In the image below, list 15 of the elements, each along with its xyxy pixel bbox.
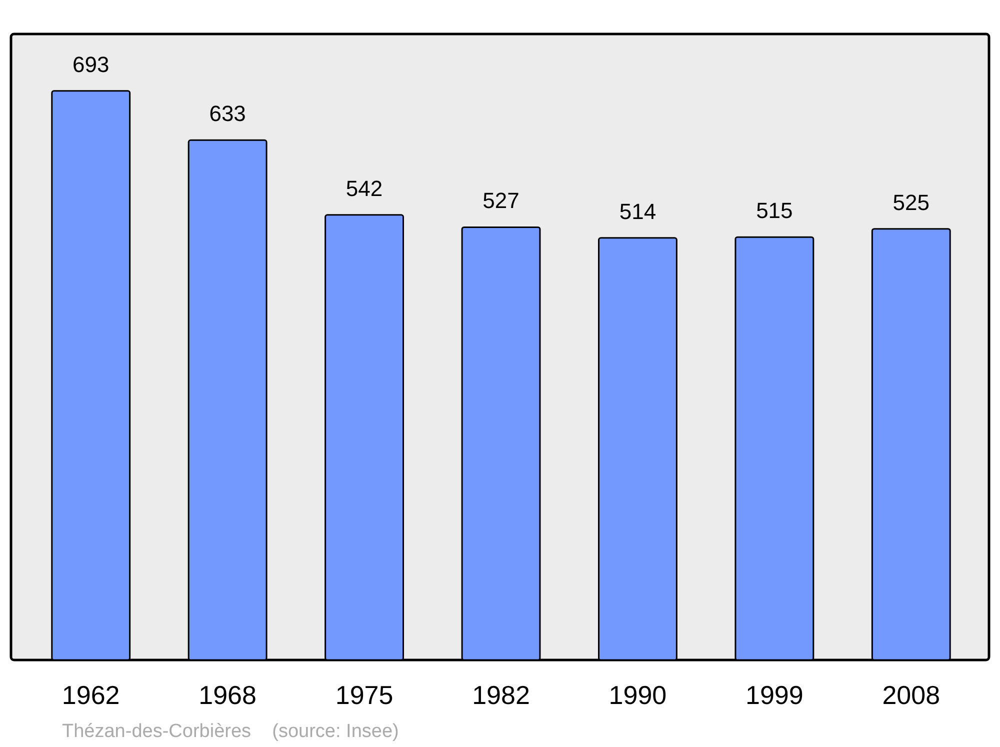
x-tick-label: 1990 xyxy=(608,680,667,710)
x-tick-label: 1968 xyxy=(198,680,256,710)
data-label: 514 xyxy=(619,198,656,224)
x-tick-label: 1975 xyxy=(335,680,394,710)
data-label: 693 xyxy=(72,52,110,77)
data-label: 515 xyxy=(756,198,793,224)
text: Thézan-des-Corbières (source: Insee) xyxy=(62,721,399,742)
x-tick-label: 1962 xyxy=(62,680,120,710)
x-tick-label: 1999 xyxy=(746,680,804,710)
x-tick-label: 1982 xyxy=(472,680,530,710)
data-label: 527 xyxy=(482,188,520,214)
data-label: 542 xyxy=(346,176,383,201)
data-label: 525 xyxy=(892,190,930,215)
x-tick-label: 2008 xyxy=(882,680,940,710)
data-label: 633 xyxy=(209,101,246,126)
